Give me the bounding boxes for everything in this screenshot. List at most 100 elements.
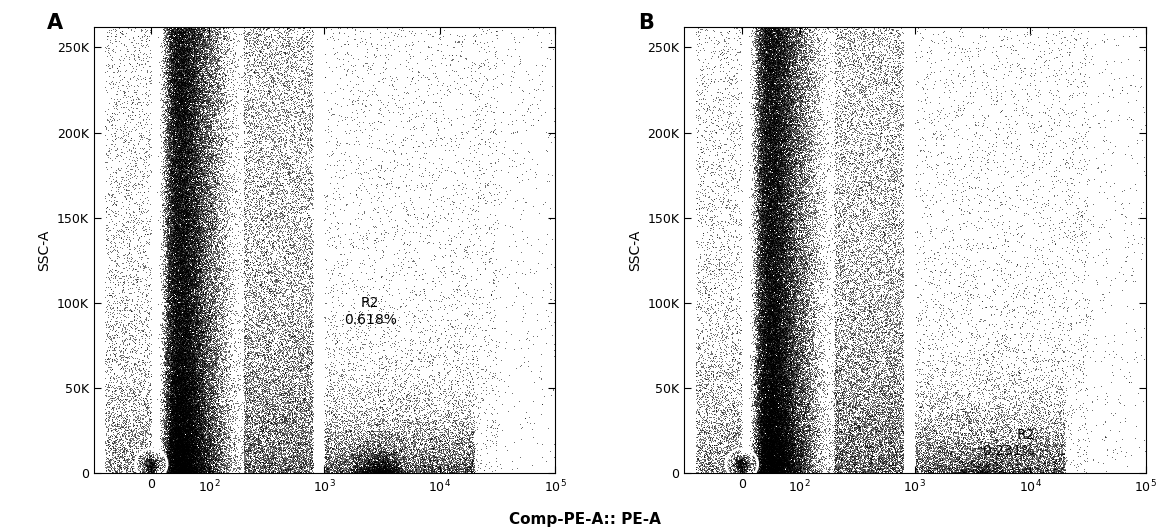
Point	[106, 442, 125, 450]
Point	[756, 107, 775, 116]
Point	[426, 418, 444, 426]
Point	[749, 458, 768, 466]
Point	[213, 449, 231, 458]
Point	[750, 338, 769, 346]
Point	[296, 439, 314, 448]
Point	[753, 140, 772, 148]
Point	[775, 342, 794, 350]
Point	[768, 256, 787, 264]
Point	[185, 290, 203, 299]
Point	[421, 114, 440, 123]
Point	[158, 326, 177, 334]
Point	[791, 402, 810, 410]
Point	[763, 359, 782, 367]
Point	[162, 78, 181, 87]
Point	[171, 63, 189, 72]
Point	[168, 75, 187, 84]
Point	[220, 384, 238, 392]
Point	[170, 95, 188, 104]
Point	[954, 423, 973, 431]
Point	[167, 453, 186, 461]
Point	[282, 385, 300, 393]
Point	[738, 467, 756, 475]
Point	[165, 438, 184, 447]
Point	[754, 370, 773, 378]
Point	[184, 68, 202, 76]
Point	[168, 211, 187, 220]
Point	[180, 346, 199, 355]
Point	[947, 354, 966, 362]
Point	[105, 434, 124, 442]
Point	[871, 431, 890, 440]
Point	[690, 35, 708, 43]
Point	[296, 236, 314, 244]
Point	[752, 232, 770, 241]
Point	[752, 201, 770, 209]
Point	[445, 418, 464, 427]
Point	[758, 319, 776, 328]
Point	[791, 356, 810, 364]
Point	[750, 232, 769, 240]
Point	[791, 232, 810, 241]
Point	[801, 341, 819, 350]
Point	[255, 277, 274, 285]
Point	[154, 127, 173, 136]
Point	[883, 447, 901, 455]
Point	[775, 340, 794, 348]
Point	[162, 298, 181, 307]
Point	[442, 451, 461, 459]
Point	[765, 234, 783, 243]
Point	[768, 260, 787, 268]
Point	[164, 70, 182, 79]
Point	[165, 410, 184, 418]
Point	[194, 80, 213, 88]
Point	[241, 398, 260, 407]
Point	[851, 361, 870, 369]
Point	[767, 398, 786, 407]
Point	[201, 208, 220, 217]
Point	[759, 382, 777, 390]
Point	[729, 443, 748, 451]
Point	[181, 361, 200, 370]
Point	[761, 359, 780, 367]
Point	[365, 467, 383, 476]
Point	[241, 425, 260, 433]
Point	[395, 445, 414, 453]
Point	[775, 468, 794, 476]
Point	[189, 286, 208, 295]
Point	[786, 85, 804, 93]
Point	[171, 289, 189, 298]
Point	[773, 443, 791, 451]
Point	[254, 105, 272, 114]
Point	[164, 397, 182, 405]
Point	[949, 458, 968, 467]
Point	[187, 226, 206, 235]
Point	[170, 47, 188, 55]
Point	[874, 273, 893, 281]
Point	[199, 403, 217, 411]
Point	[167, 354, 186, 362]
Point	[174, 93, 193, 102]
Point	[268, 184, 286, 192]
Point	[835, 286, 853, 294]
Point	[364, 464, 382, 473]
Point	[455, 468, 473, 477]
Point	[221, 258, 240, 267]
Point	[172, 332, 191, 341]
Point	[883, 246, 901, 255]
Point	[758, 414, 776, 423]
Point	[863, 459, 881, 467]
Point	[886, 406, 905, 415]
Point	[1075, 271, 1094, 279]
Point	[201, 442, 220, 451]
Point	[768, 370, 787, 378]
Point	[758, 455, 776, 464]
Point	[249, 87, 268, 96]
Point	[164, 121, 182, 130]
Point	[187, 164, 206, 173]
Point	[203, 98, 222, 107]
Point	[399, 389, 417, 398]
Point	[184, 204, 202, 212]
Point	[454, 74, 472, 82]
Point	[354, 463, 373, 472]
